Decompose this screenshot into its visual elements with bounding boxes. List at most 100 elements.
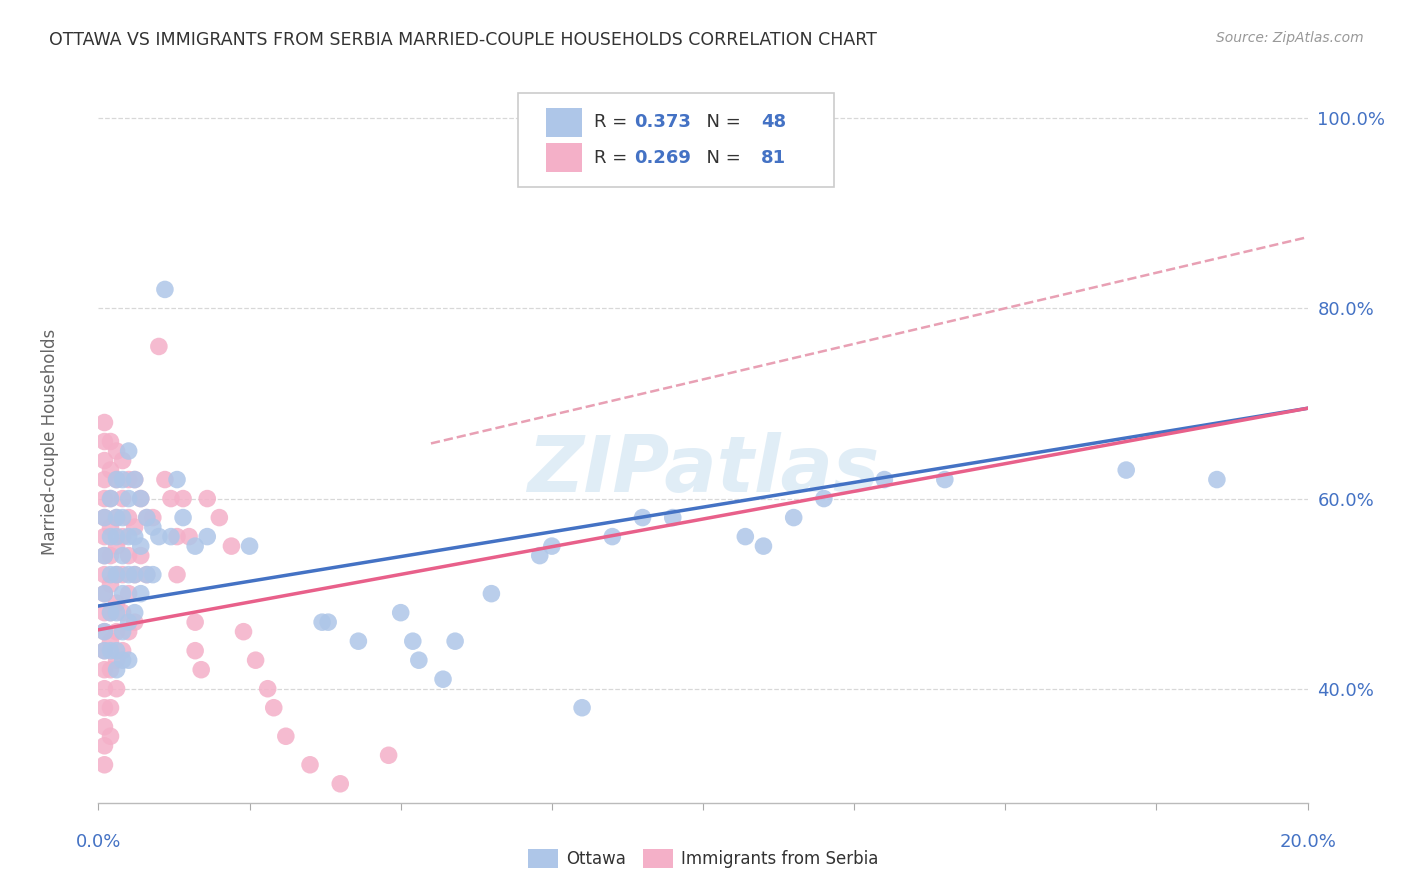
Point: [118, 567, 141, 582]
Point: [571, 700, 593, 714]
Point: [93, 663, 115, 677]
Text: R =: R =: [595, 113, 633, 131]
Point: [100, 463, 122, 477]
Point: [129, 587, 152, 601]
Point: [93, 453, 115, 467]
Point: [124, 567, 146, 582]
Point: [221, 539, 243, 553]
Text: 81: 81: [761, 149, 786, 167]
Point: [129, 491, 152, 506]
Point: [93, 473, 115, 487]
Point: [124, 615, 146, 630]
Point: [172, 491, 194, 506]
Point: [100, 491, 122, 506]
Text: 20.0%: 20.0%: [1279, 833, 1336, 851]
Point: [752, 539, 775, 553]
Point: [111, 453, 134, 467]
Point: [135, 567, 157, 582]
Point: [111, 643, 134, 657]
Bar: [546, 143, 582, 172]
Point: [124, 473, 146, 487]
Point: [118, 473, 141, 487]
Point: [118, 653, 141, 667]
Point: [160, 530, 183, 544]
Point: [111, 549, 134, 563]
Point: [239, 539, 262, 553]
Point: [118, 444, 141, 458]
Point: [195, 530, 218, 544]
Point: [100, 700, 122, 714]
Point: [118, 510, 141, 524]
Point: [153, 282, 176, 296]
Point: [402, 634, 425, 648]
Point: [105, 510, 128, 524]
Point: [100, 643, 122, 657]
Point: [124, 567, 146, 582]
Point: [195, 491, 218, 506]
Point: [135, 567, 157, 582]
Point: [347, 634, 370, 648]
Point: [111, 510, 134, 524]
Point: [93, 587, 115, 601]
Point: [93, 643, 115, 657]
Point: [93, 567, 115, 582]
Point: [93, 700, 115, 714]
Point: [105, 624, 128, 639]
Point: [118, 491, 141, 506]
Legend: Ottawa, Immigrants from Serbia: Ottawa, Immigrants from Serbia: [522, 842, 884, 875]
Point: [93, 739, 115, 753]
Point: [111, 491, 134, 506]
Point: [111, 473, 134, 487]
Point: [118, 624, 141, 639]
Point: [1115, 463, 1137, 477]
Point: [93, 757, 115, 772]
Text: 0.373: 0.373: [634, 113, 690, 131]
Point: [118, 530, 141, 544]
Point: [602, 530, 624, 544]
Point: [311, 615, 333, 630]
Point: [105, 473, 128, 487]
Point: [934, 473, 956, 487]
Point: [190, 663, 212, 677]
Point: [444, 634, 467, 648]
Point: [166, 567, 188, 582]
Point: [245, 653, 267, 667]
Point: [299, 757, 322, 772]
Point: [135, 510, 157, 524]
Point: [813, 491, 835, 506]
Point: [105, 596, 128, 610]
Point: [661, 510, 683, 524]
Point: [111, 606, 134, 620]
Point: [540, 539, 562, 553]
Point: [184, 539, 207, 553]
Point: [166, 473, 188, 487]
Point: [124, 606, 146, 620]
Point: [142, 510, 165, 524]
Point: [124, 530, 146, 544]
Point: [172, 510, 194, 524]
Point: [118, 615, 141, 630]
Point: [105, 567, 128, 582]
Point: [129, 539, 152, 553]
Point: [100, 634, 122, 648]
Point: [100, 606, 122, 620]
Point: [408, 653, 430, 667]
Point: [93, 491, 115, 506]
Point: [100, 530, 122, 544]
Point: [873, 473, 896, 487]
Point: [142, 520, 165, 534]
Point: [105, 510, 128, 524]
Point: [93, 549, 115, 563]
Point: [100, 434, 122, 449]
Point: [783, 510, 806, 524]
Point: [118, 587, 141, 601]
Point: [93, 624, 115, 639]
Point: [184, 643, 207, 657]
Text: 48: 48: [761, 113, 786, 131]
Text: N =: N =: [695, 149, 747, 167]
Point: [93, 624, 115, 639]
Point: [100, 663, 122, 677]
Point: [432, 672, 454, 686]
Point: [105, 681, 128, 696]
Point: [111, 567, 134, 582]
